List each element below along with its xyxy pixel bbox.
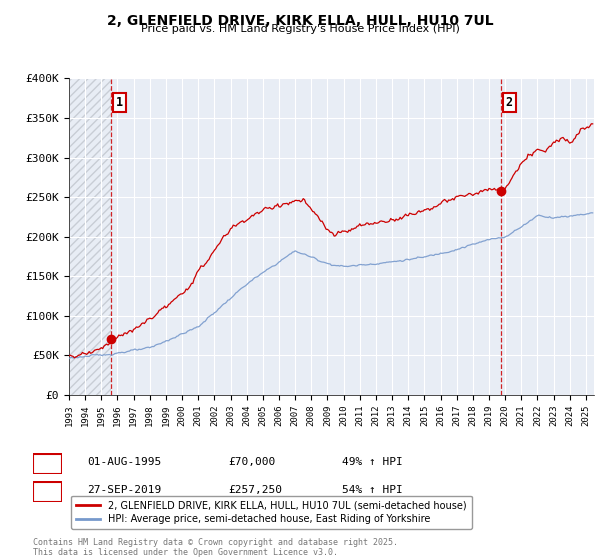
Text: 49% ↑ HPI: 49% ↑ HPI <box>342 457 403 467</box>
Text: 54% ↑ HPI: 54% ↑ HPI <box>342 485 403 495</box>
Text: 2, GLENFIELD DRIVE, KIRK ELLA, HULL, HU10 7UL: 2, GLENFIELD DRIVE, KIRK ELLA, HULL, HU1… <box>107 14 493 28</box>
Text: Contains HM Land Registry data © Crown copyright and database right 2025.
This d: Contains HM Land Registry data © Crown c… <box>33 538 398 557</box>
FancyBboxPatch shape <box>33 482 62 502</box>
Text: 2: 2 <box>44 485 51 498</box>
Legend: 2, GLENFIELD DRIVE, KIRK ELLA, HULL, HU10 7UL (semi-detached house), HPI: Averag: 2, GLENFIELD DRIVE, KIRK ELLA, HULL, HU1… <box>71 496 472 529</box>
Text: 01-AUG-1995: 01-AUG-1995 <box>87 457 161 467</box>
Text: 2: 2 <box>506 96 513 109</box>
Text: £70,000: £70,000 <box>228 457 275 467</box>
Text: 1: 1 <box>44 457 51 470</box>
Text: 1: 1 <box>116 96 122 109</box>
Text: £257,250: £257,250 <box>228 485 282 495</box>
Text: Price paid vs. HM Land Registry's House Price Index (HPI): Price paid vs. HM Land Registry's House … <box>140 24 460 34</box>
Text: 27-SEP-2019: 27-SEP-2019 <box>87 485 161 495</box>
Polygon shape <box>69 78 110 395</box>
FancyBboxPatch shape <box>33 454 62 474</box>
